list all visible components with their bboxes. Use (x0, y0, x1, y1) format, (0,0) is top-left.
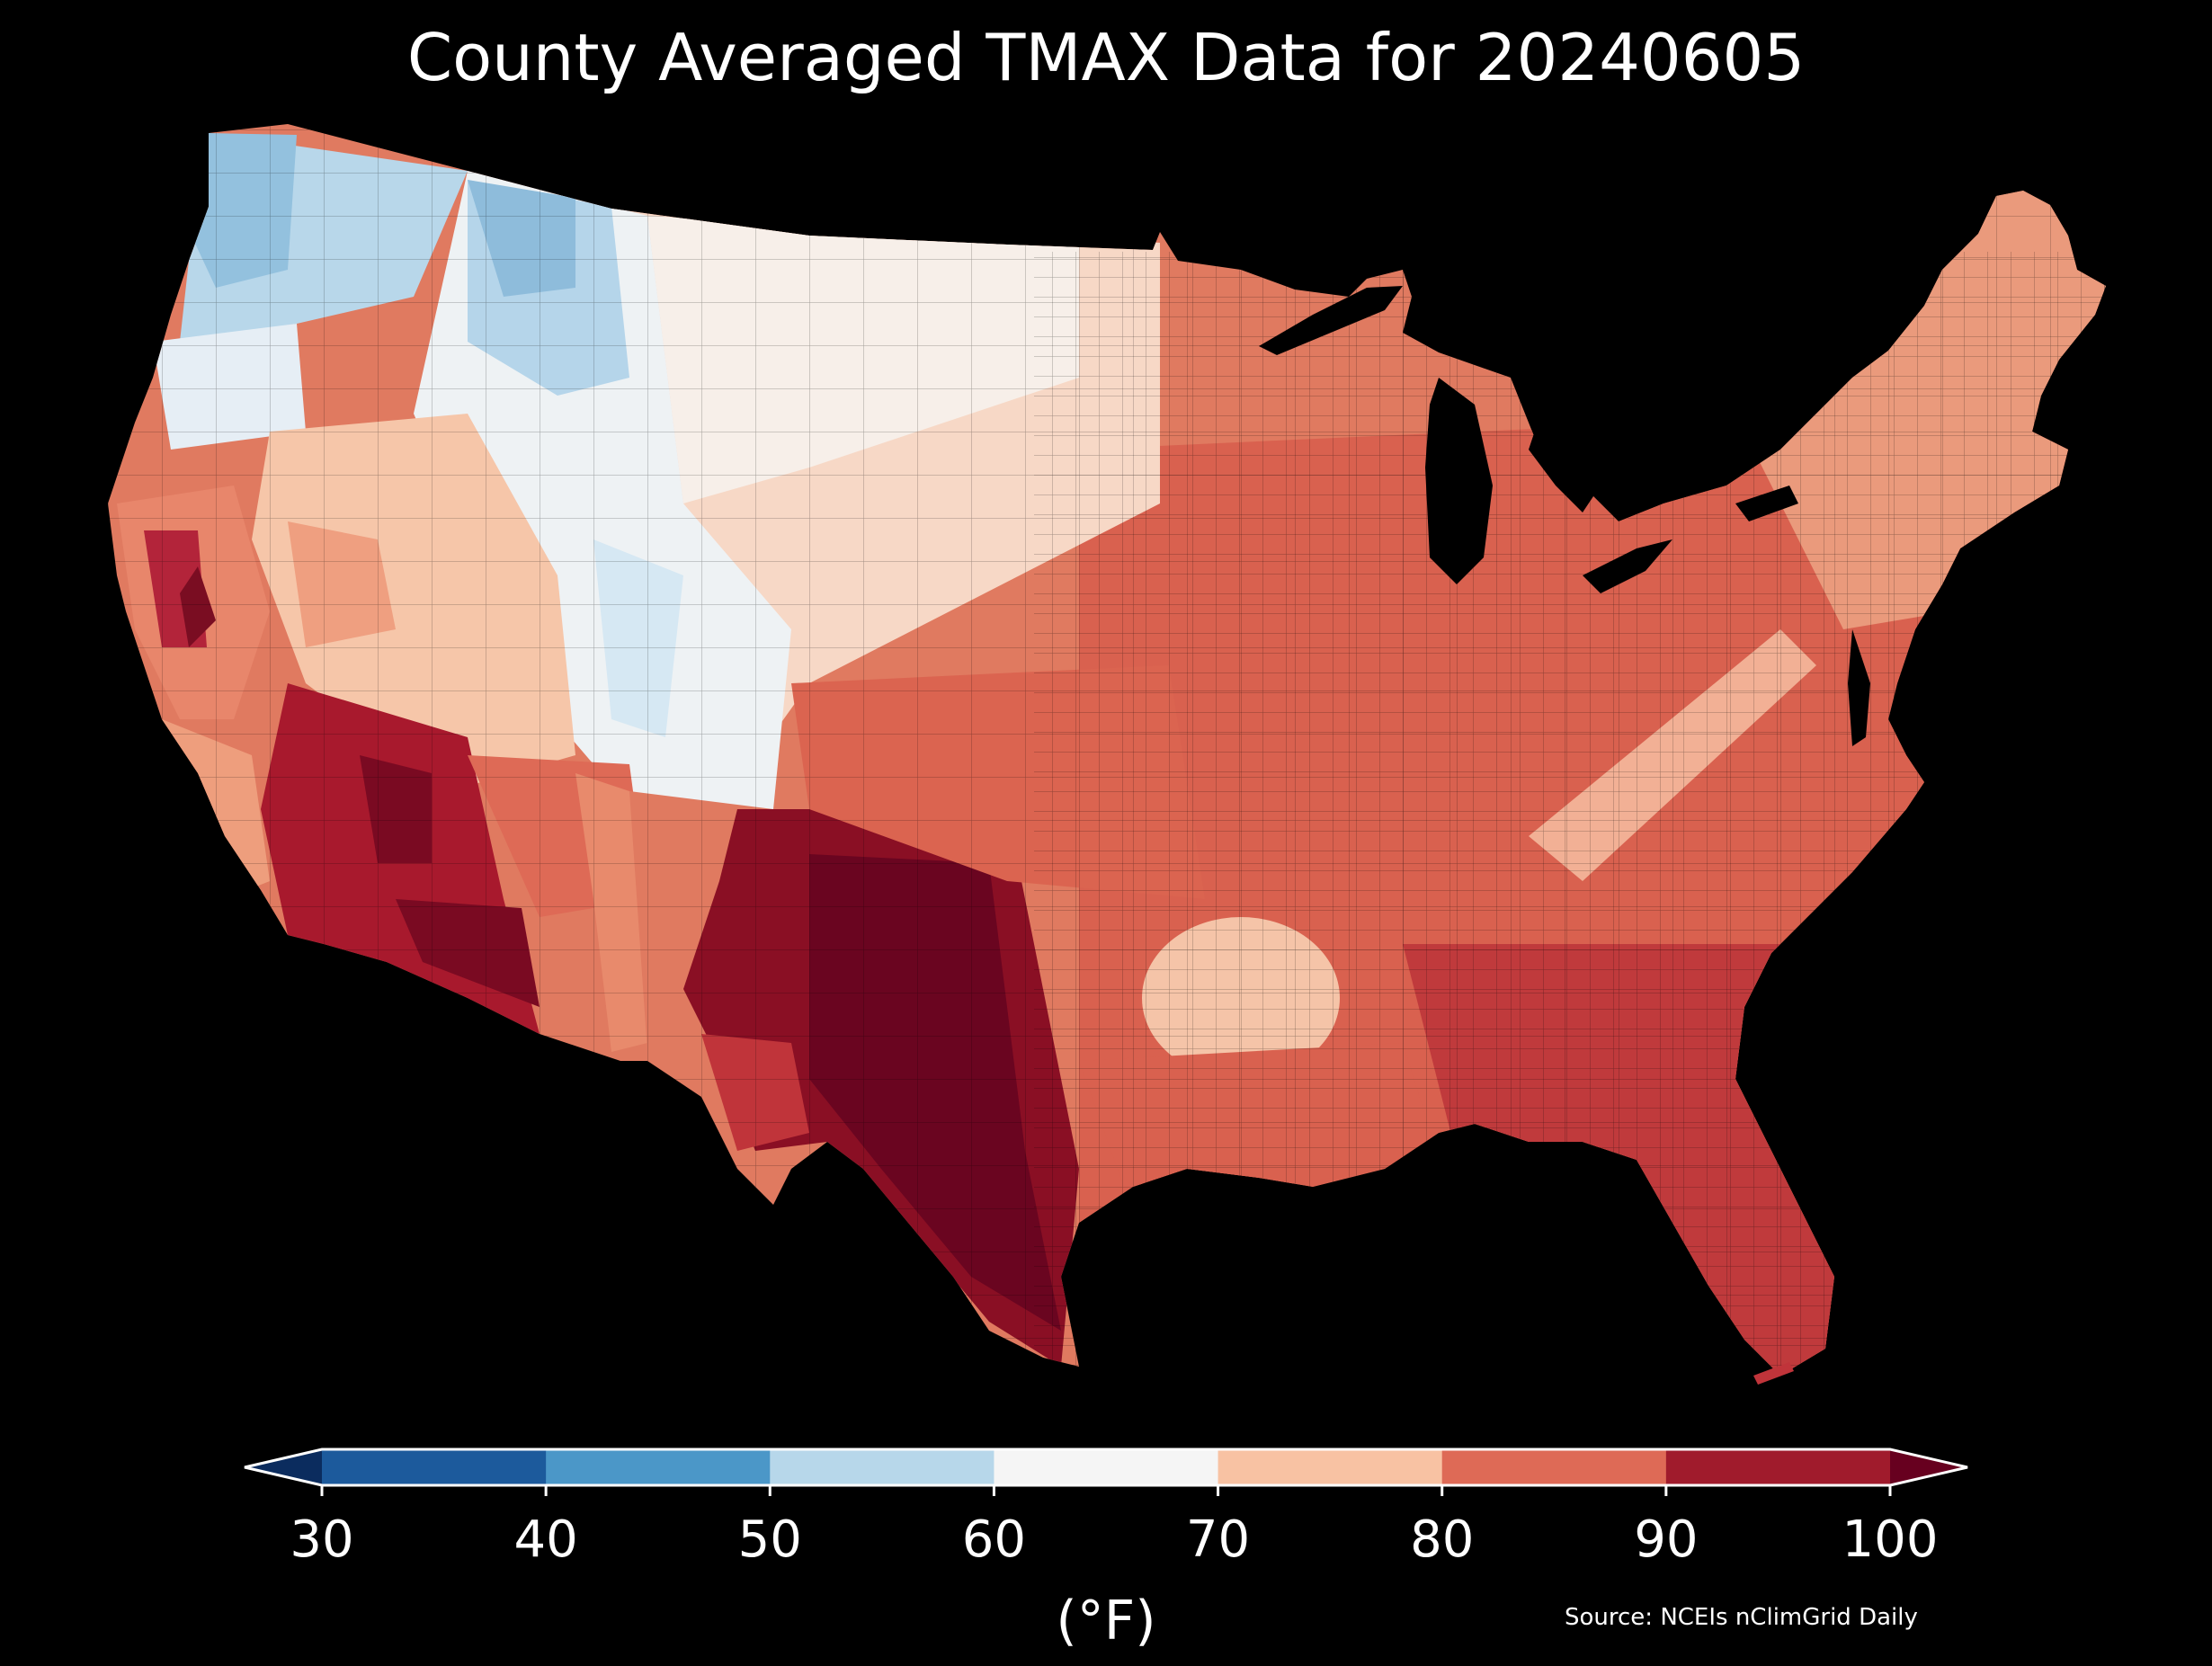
colorbar-tick-label: 60 (961, 1510, 1027, 1569)
lake-huron (1529, 396, 1601, 512)
colorbar-tick-label: 80 (1410, 1510, 1475, 1569)
colorbar-bin (994, 1449, 1219, 1485)
lake-superior (1259, 286, 1403, 355)
colorbar-bin (1217, 1449, 1443, 1485)
colorbar-tick-label: 100 (1842, 1510, 1939, 1569)
map-title: County Averaged TMAX Data for 20240605 (406, 20, 1806, 95)
colorbar-bin (770, 1449, 995, 1485)
lake-ontario (1735, 486, 1798, 521)
colorbar-tick-label: 90 (1634, 1510, 1699, 1569)
colorbar-units: (°F) (1056, 1590, 1156, 1653)
colorbar-bin (1441, 1449, 1667, 1485)
colorbar-tick-label: 50 (737, 1510, 802, 1569)
lake-erie (1583, 539, 1672, 593)
colorbar-bin-over (1890, 1449, 1967, 1485)
colorbar-bin-under (245, 1449, 322, 1485)
lake-michigan (1425, 378, 1493, 584)
colorbar-bin (546, 1449, 771, 1485)
colorbar-bin (322, 1449, 547, 1485)
colorbar-tick-label: 70 (1185, 1510, 1251, 1569)
colorbar-tick-label: 40 (513, 1510, 578, 1569)
colorbar-bin (1665, 1449, 1891, 1485)
source-credit: Source: NCEIs nClimGrid Daily (1565, 1604, 1918, 1631)
chesapeake-bay (1848, 629, 1870, 746)
colorbar-tick-label: 30 (290, 1510, 354, 1569)
